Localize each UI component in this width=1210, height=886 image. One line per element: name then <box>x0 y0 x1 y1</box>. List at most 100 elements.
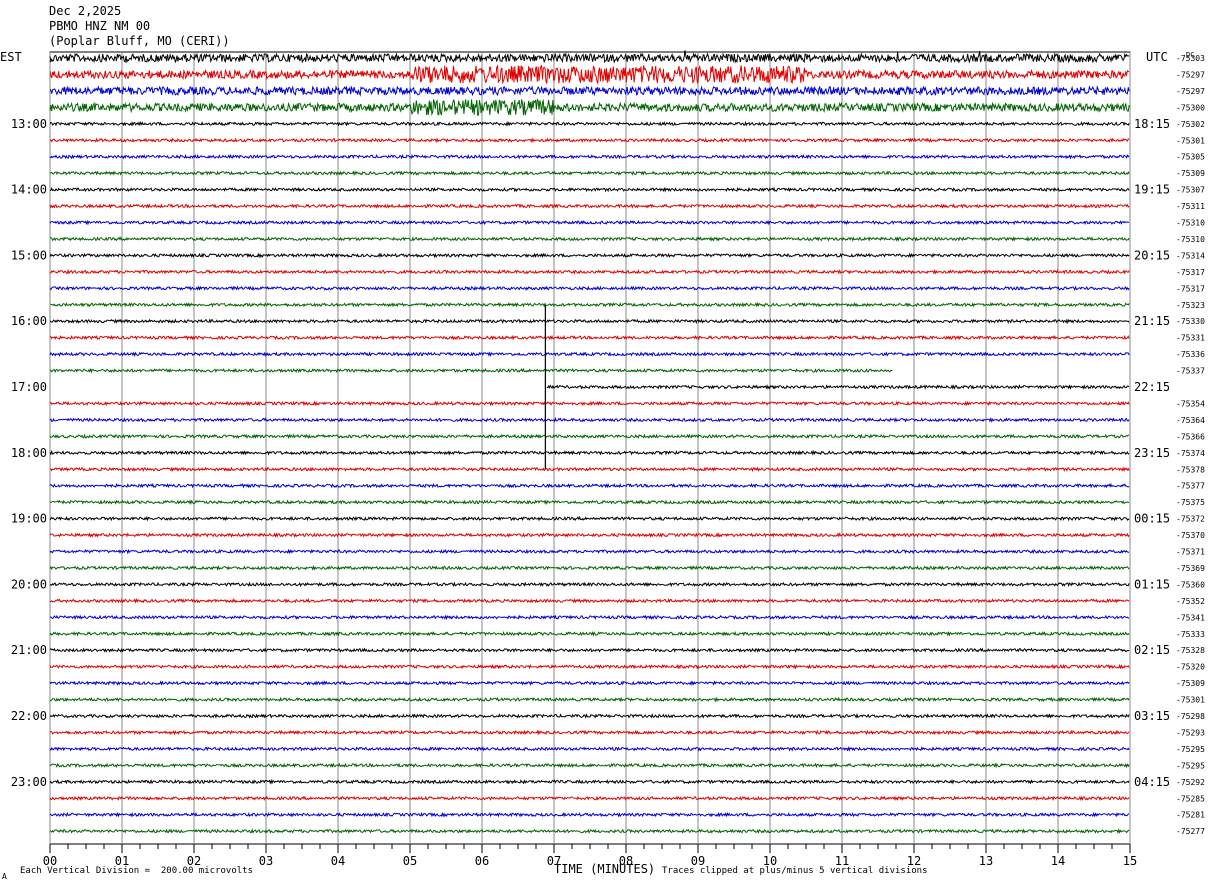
right-hour-label: 22:15 <box>1134 380 1170 394</box>
trace-line <box>49 334 1130 341</box>
dc-value: -75378 <box>1176 465 1205 474</box>
trace-line <box>49 203 1130 210</box>
trace-line <box>49 50 1130 64</box>
right-hour-label: 23:15 <box>1134 446 1170 460</box>
dc-value: -75377 <box>1176 482 1205 491</box>
dc-value: -75317 <box>1176 284 1205 293</box>
right-hour-label: 00:15 <box>1134 512 1170 526</box>
dc-value: -75305 <box>1176 153 1205 162</box>
trace-line <box>49 712 1130 719</box>
trace-line <box>49 433 1130 440</box>
x-tick-label: 00 <box>43 854 57 868</box>
trace-line <box>49 795 1130 802</box>
dc-value: -75298 <box>1176 712 1205 721</box>
left-hour-label: 18:00 <box>11 446 47 460</box>
dc-value: -75337 <box>1176 367 1205 376</box>
dc-value: -75371 <box>1176 548 1205 557</box>
trace-line <box>49 811 1130 818</box>
trace-line <box>49 729 1130 736</box>
dc-value: -75277 <box>1176 827 1205 836</box>
dc-value: -75364 <box>1176 416 1205 425</box>
dc-value: -75310 <box>1176 219 1205 228</box>
right-tz-label: UTC <box>1146 50 1168 64</box>
dc-value: -75303 <box>1176 54 1205 63</box>
dc-label: DC <box>1186 51 1194 59</box>
trace-line <box>49 581 1130 588</box>
dc-value: -75301 <box>1176 696 1205 705</box>
x-tick-label: 14 <box>1051 854 1065 868</box>
header-station: PBMO HNZ NM 00 <box>49 19 151 33</box>
x-tick-label: 08 <box>619 854 633 868</box>
trace-line <box>49 367 893 374</box>
trace-line <box>49 778 1130 785</box>
trace-line <box>49 762 1130 769</box>
dc-value: -75317 <box>1176 268 1205 277</box>
dc-value: -75360 <box>1176 580 1205 589</box>
corner-mark: A <box>2 872 7 881</box>
x-axis-label: TIME (MINUTES) <box>554 862 656 876</box>
x-tick-label: 01 <box>115 854 129 868</box>
trace-line <box>49 499 1130 506</box>
trace-line <box>49 153 1130 160</box>
dc-value: -75370 <box>1176 531 1205 540</box>
trace-line <box>49 680 1130 686</box>
footer-scale: Each Vertical Division = 200.00 microvol… <box>20 866 253 876</box>
dc-value: -75297 <box>1176 70 1205 79</box>
x-tick-label: 06 <box>475 854 489 868</box>
trace-line <box>49 466 1130 473</box>
right-hour-label: 04:15 <box>1134 775 1170 789</box>
trace-line <box>49 548 1130 555</box>
trace-line <box>49 120 1130 127</box>
dc-value: -75295 <box>1176 761 1205 770</box>
trace-line <box>49 745 1130 752</box>
trace-line <box>49 351 1130 358</box>
trace-line <box>49 219 1130 226</box>
trace-line <box>49 630 1130 637</box>
right-hour-label: 18:15 <box>1134 117 1170 131</box>
x-tick-label: 15 <box>1123 854 1137 868</box>
left-hour-label: 17:00 <box>11 380 47 394</box>
dc-value: -75310 <box>1176 235 1205 244</box>
dc-value: -75311 <box>1176 202 1205 211</box>
trace-line <box>49 696 1130 703</box>
dc-value: -75354 <box>1176 399 1205 408</box>
trace-line <box>49 85 1130 97</box>
trace-line <box>49 614 1130 621</box>
trace-line <box>49 532 1130 538</box>
footer-clip: Traces clipped at plus/minus 5 vertical … <box>662 866 928 876</box>
left-hour-label: 23:00 <box>11 775 47 789</box>
trace-line <box>546 384 1130 390</box>
dc-value: -75293 <box>1176 728 1205 737</box>
trace-line <box>49 170 1130 177</box>
trace-line <box>49 285 1130 292</box>
left-hour-label: 19:00 <box>11 512 47 526</box>
x-tick-label: 11 <box>835 854 849 868</box>
dc-value: -75314 <box>1176 251 1205 260</box>
x-tick-label: 07 <box>547 854 561 868</box>
dc-value: -75375 <box>1176 498 1205 507</box>
trace-line <box>49 828 1130 835</box>
dc-value: -75297 <box>1176 87 1205 96</box>
dc-value: -75309 <box>1176 169 1205 178</box>
trace-line <box>49 564 1130 571</box>
x-tick-label: 03 <box>259 854 273 868</box>
trace-line <box>49 301 1130 308</box>
x-tick-label: 02 <box>187 854 201 868</box>
dc-value: -75320 <box>1176 663 1205 672</box>
dc-value: -75309 <box>1176 679 1205 688</box>
trace-line <box>49 416 1130 423</box>
left-hour-label: 14:00 <box>11 183 47 197</box>
dc-value: -75328 <box>1176 646 1205 655</box>
x-tick-label: 09 <box>691 854 705 868</box>
right-hour-label: 02:15 <box>1134 643 1170 657</box>
x-tick-label: 05 <box>403 854 417 868</box>
left-hour-label: 15:00 <box>11 248 47 262</box>
x-tick-label: 10 <box>763 854 777 868</box>
trace-line <box>49 598 1130 604</box>
dc-value: -75331 <box>1176 334 1205 343</box>
dc-value: -75372 <box>1176 515 1205 524</box>
dc-value: -75333 <box>1176 630 1205 639</box>
dc-value: -75366 <box>1176 432 1205 441</box>
trace-line <box>50 186 1130 193</box>
header-location: (Poplar Bluff, MO (CERI)) <box>49 34 230 48</box>
